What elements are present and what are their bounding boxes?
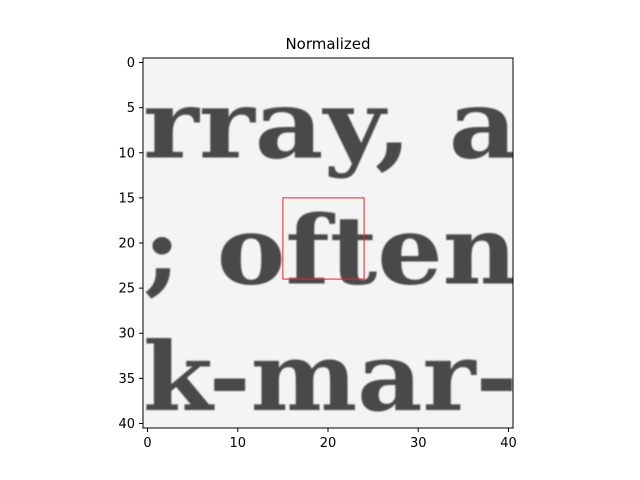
y-axis: 0 5 10 15 20 25 30 35 40	[118, 56, 143, 432]
x-tick-label: 30	[410, 436, 427, 451]
image-background	[143, 58, 513, 428]
x-tick-label: 10	[229, 436, 246, 451]
image-text-line: rray, a	[143, 69, 518, 180]
image-layer: rray, a ; often k-mar-	[143, 69, 518, 433]
y-tick-label: 25	[118, 282, 135, 297]
image-text-line: ; often	[143, 196, 518, 307]
x-axis: 0 10 20 30 40	[143, 428, 517, 451]
chart-title: Normalized	[285, 35, 370, 53]
image-text-line: k-mar-	[143, 322, 518, 433]
x-tick-label: 40	[500, 436, 517, 451]
y-tick-label: 15	[118, 191, 135, 206]
y-tick-label: 5	[127, 101, 135, 116]
y-tick-label: 10	[118, 146, 135, 161]
x-tick-label: 20	[320, 436, 337, 451]
y-tick-label: 20	[118, 237, 135, 252]
y-tick-label: 30	[118, 327, 135, 342]
y-tick-label: 35	[118, 372, 135, 387]
plot-area: rray, a ; often k-mar-	[142, 57, 518, 433]
y-tick-label: 40	[118, 417, 135, 432]
highlight-box	[282, 197, 365, 280]
x-tick-label: 0	[143, 436, 151, 451]
y-tick-label: 0	[127, 56, 135, 71]
